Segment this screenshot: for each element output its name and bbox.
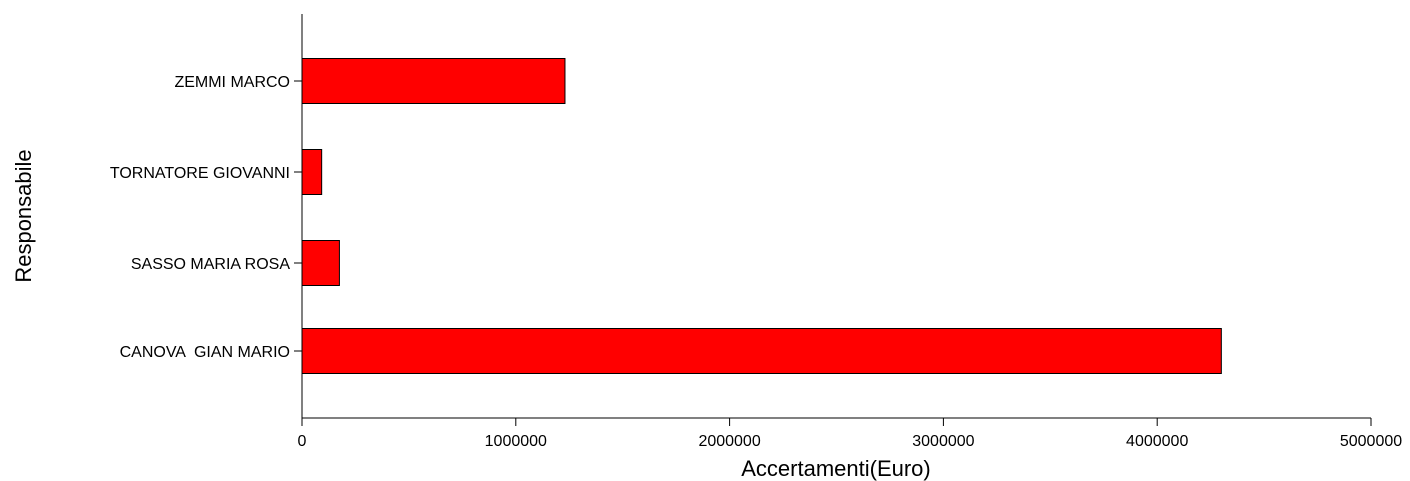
x-axis-title: Accertamenti(Euro) bbox=[741, 456, 931, 481]
x-tick-label: 3000000 bbox=[912, 433, 974, 450]
x-tick-label: 0 bbox=[298, 433, 307, 450]
y-tick-label: TORNATORE GIOVANNI bbox=[110, 165, 290, 182]
y-tick-label: SASSO MARIA ROSA bbox=[131, 256, 290, 273]
y-tick-label: CANOVA GIAN MARIO bbox=[120, 344, 290, 361]
bars-group bbox=[301, 58, 1222, 374]
bar bbox=[301, 240, 340, 286]
y-axis-title: Responsabile bbox=[11, 149, 36, 282]
bar bbox=[301, 58, 566, 104]
bar bbox=[301, 328, 1222, 374]
x-tick-label: 1000000 bbox=[485, 433, 547, 450]
x-axis: 0 1000000 2000000 3000000 4000000 5000000 bbox=[298, 417, 1402, 450]
bar bbox=[301, 149, 323, 195]
x-tick-label: 5000000 bbox=[1340, 433, 1402, 450]
y-tick-label: ZEMMI MARCO bbox=[174, 74, 290, 91]
x-tick-label: 2000000 bbox=[698, 433, 760, 450]
y-axis: CANOVA GIAN MARIO SASSO MARIA ROSA TORNATO… bbox=[110, 14, 303, 418]
x-tick-label: 4000000 bbox=[1126, 433, 1188, 450]
